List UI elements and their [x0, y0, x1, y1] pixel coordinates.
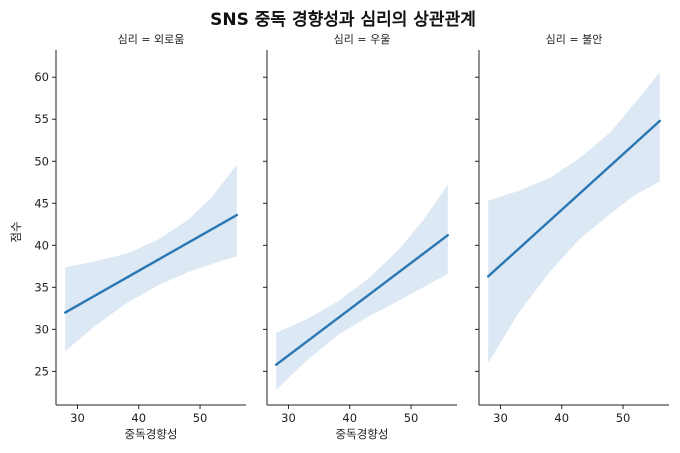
y-tick-label: 55 [34, 112, 49, 126]
y-axis-label: 점수 [9, 221, 23, 242]
y-tick-label: 45 [34, 196, 49, 210]
x-tick-label: 30 [281, 411, 296, 425]
x-tick-label: 50 [404, 411, 419, 425]
x-axis-label: 중독경향성 [336, 427, 389, 441]
x-tick-label: 50 [193, 411, 208, 425]
facet-panel-1: 심리 = 외로움 25 30 35 40 45 50 55 60 30 40 50 중독경향성 [34, 33, 246, 441]
panel-title: 심리 = 외로움 [118, 33, 185, 46]
y-tick-label: 50 [34, 154, 49, 168]
y-tick-label: 30 [34, 322, 49, 336]
x-tick-label: 30 [493, 411, 508, 425]
x-tick-label: 40 [342, 411, 357, 425]
y-tick-label: 25 [34, 364, 49, 378]
y-tick-label: 35 [34, 280, 49, 294]
x-tick-label: 30 [70, 411, 85, 425]
y-tick-label: 40 [34, 238, 49, 252]
panel-title: 심리 = 불안 [546, 33, 603, 46]
facet-panel-2: 심리 = 우울 30 40 50 중독경향성 [263, 33, 457, 441]
panel-title: 심리 = 우울 [334, 33, 391, 46]
x-tick-label: 40 [131, 411, 146, 425]
facet-panel-3: 심리 = 불안 30 40 50 [475, 33, 669, 425]
x-axis-label: 중독경향성 [125, 427, 178, 441]
x-tick-label: 40 [554, 411, 569, 425]
x-tick-label: 50 [616, 411, 631, 425]
regression-line [63, 213, 239, 314]
confidence-band [488, 72, 660, 363]
confidence-band [65, 164, 237, 352]
regression-line [486, 119, 662, 278]
confidence-band [276, 184, 448, 390]
y-tick-label: 60 [34, 70, 49, 84]
chart-title: SNS 중독 경향성과 심리의 상관관계 [210, 9, 476, 30]
regression-line [274, 234, 450, 366]
